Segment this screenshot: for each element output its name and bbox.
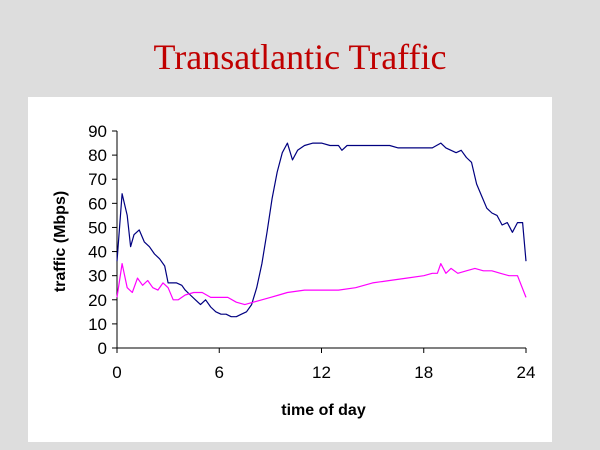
- y-tick-label: 10: [88, 315, 107, 334]
- y-tick-label: 80: [88, 146, 107, 165]
- y-tick-label: 30: [88, 267, 107, 286]
- x-tick-label: 6: [215, 363, 224, 382]
- traffic-line-chart: 0 10 20 30 40 50 60 70 80 90 0 6 12 18 24 time of day tr…: [52, 122, 536, 419]
- y-tick-label: 0: [98, 339, 107, 358]
- slide-title: Transatlantic Traffic: [153, 37, 447, 77]
- y-tick-label: 90: [88, 122, 107, 141]
- y-axis-label: traffic (Mbps): [52, 191, 69, 292]
- y-tick-label: 20: [88, 291, 107, 310]
- series-line-1: [116, 142, 527, 318]
- y-tick-label: 70: [88, 170, 107, 189]
- x-tick-label: 12: [312, 363, 331, 382]
- y-tick-label: 50: [88, 218, 107, 237]
- x-axis-label: time of day: [281, 402, 366, 419]
- chart-panel: 0 10 20 30 40 50 60 70 80 90 0 6 12 18 24 time of day tr…: [28, 97, 552, 442]
- x-tick-label: 24: [517, 363, 536, 382]
- y-tick-label: 60: [88, 194, 107, 213]
- y-tick-label: 40: [88, 243, 107, 262]
- x-tick-label: 18: [414, 363, 433, 382]
- series-line-2: [116, 263, 527, 306]
- x-tick-label: 0: [112, 363, 121, 382]
